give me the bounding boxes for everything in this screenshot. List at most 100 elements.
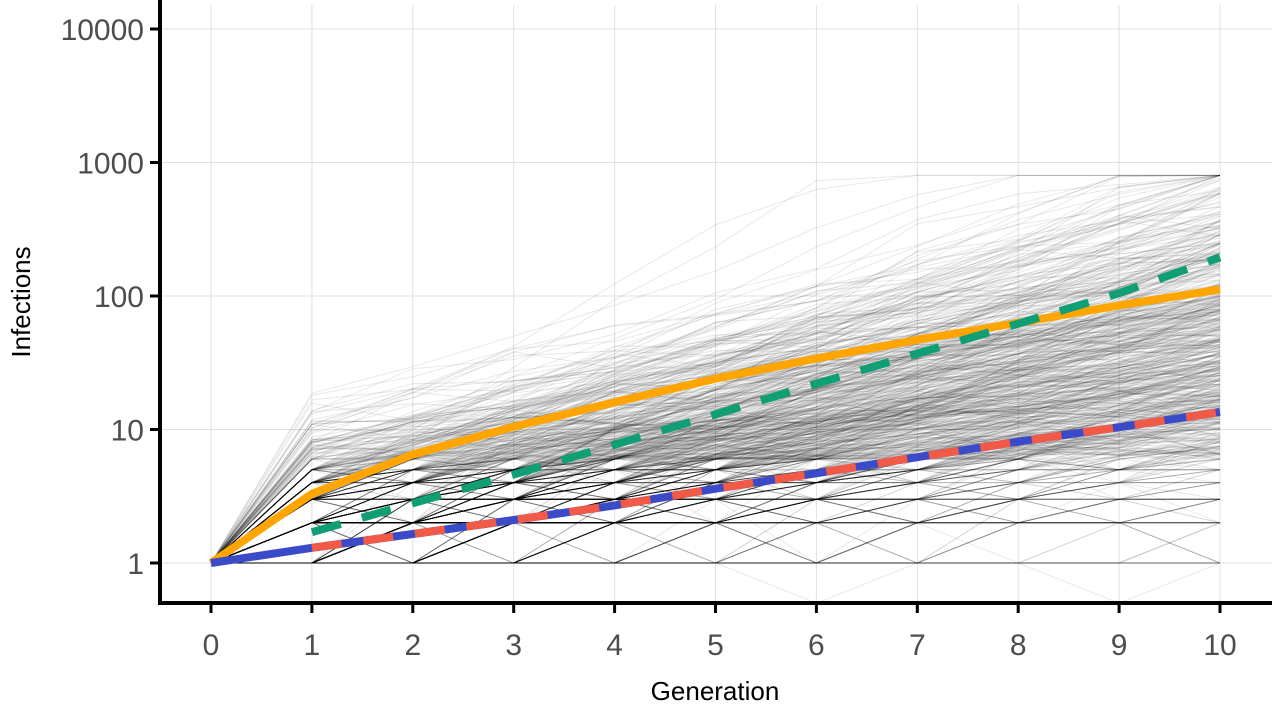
trajectory-line: [210, 193, 1221, 564]
trajectory-line: [211, 428, 1221, 564]
trajectory-line: [210, 220, 1221, 564]
trajectory-line: [210, 399, 1221, 564]
trajectory-line: [211, 416, 1221, 564]
trajectory-line: [210, 338, 1221, 564]
trajectory-line: [210, 295, 1221, 564]
trajectory-line: [210, 350, 1221, 564]
trajectory-line: [210, 436, 1221, 564]
trajectory-line: [210, 206, 1221, 564]
trajectory-line: [210, 327, 1221, 564]
trajectory-line: [210, 392, 1221, 564]
trajectory-line: [210, 319, 1221, 564]
trajectory-line: [210, 274, 1221, 564]
trajectory-line: [210, 298, 1221, 564]
trajectory-line: [211, 498, 1220, 564]
trajectory-line: [210, 432, 1221, 564]
trajectory-line: [210, 329, 1221, 564]
trajectory-line: [211, 452, 1221, 564]
trajectory-line: [210, 177, 1221, 564]
y-tick-label: 1: [127, 548, 144, 581]
trajectory-line: [210, 353, 1221, 564]
trajectory-line: [210, 211, 1221, 564]
trajectory-line: [211, 377, 1221, 564]
trajectory-line: [210, 205, 1221, 564]
trajectory-line: [210, 305, 1221, 564]
trajectory-line: [210, 224, 1221, 564]
trajectory-line: [211, 321, 1221, 564]
trajectory-line: [211, 299, 1221, 564]
trajectory-line: [210, 363, 1221, 564]
trajectory-line: [210, 216, 1221, 564]
trajectory-line: [210, 374, 1221, 564]
trajectory-line: [210, 331, 1221, 564]
trajectory-line: [210, 313, 1221, 564]
trajectory-line: [211, 359, 1221, 564]
trajectory-line: [210, 482, 1221, 564]
trajectory-line: [211, 393, 1221, 564]
trajectory-line: [210, 174, 1220, 564]
trajectory-line: [210, 365, 1221, 564]
trajectory-line: [211, 522, 1221, 564]
trajectory-line: [210, 339, 1221, 564]
trajectory-line: [211, 418, 1221, 564]
trajectory-line: [210, 237, 1221, 564]
trajectory-line: [210, 374, 1221, 564]
trajectory-line: [210, 296, 1221, 564]
trajectory-line: [210, 189, 1221, 564]
trajectory-line: [210, 339, 1221, 564]
trajectory-line: [210, 421, 1221, 564]
trajectory-line: [210, 242, 1221, 564]
trajectory-line: [211, 398, 1221, 564]
tick-labels: 1 10 100 1000 10000 0 1 2 3 4 5 6 7 8 9 10: [61, 14, 1237, 662]
trajectory-line: [210, 341, 1221, 564]
trajectory-line: [210, 469, 1220, 564]
trajectory-line: [210, 379, 1221, 564]
trajectory-line: [210, 253, 1221, 564]
trajectory-line: [211, 309, 1221, 564]
trajectory-line: [210, 371, 1221, 564]
trajectory-line: [210, 279, 1221, 564]
trajectory-line: [210, 469, 1220, 564]
trajectory-line: [210, 273, 1221, 564]
trajectory-line: [210, 174, 1221, 564]
trajectory-line: [210, 408, 1221, 564]
trajectory-line: [210, 361, 1221, 564]
x-tick-label: 5: [707, 629, 724, 662]
trajectory-line: [210, 449, 1221, 564]
trajectory-line: [211, 498, 1220, 564]
x-tick-label: 7: [909, 629, 926, 662]
trajectory-line: [210, 295, 1221, 564]
trajectory-line: [210, 469, 1220, 564]
trajectory-line: [210, 436, 1221, 564]
trajectory-line: [211, 436, 1221, 564]
trajectory-line: [210, 416, 1221, 564]
trajectory-line: [211, 445, 1221, 564]
trajectory-line: [210, 448, 1221, 564]
trajectory-line: [210, 278, 1221, 564]
trajectory-line: [210, 381, 1221, 564]
trajectory-line: [211, 434, 1221, 564]
trajectory-line: [210, 418, 1221, 564]
trajectory-line: [210, 346, 1221, 564]
trajectory-line: [210, 401, 1221, 564]
trajectory-line: [210, 367, 1221, 564]
trajectory-line: [210, 433, 1221, 564]
trajectory-line: [211, 498, 1220, 564]
trajectory-line: [211, 338, 1221, 564]
trajectory-line: [210, 439, 1221, 564]
trajectory-line: [211, 407, 1221, 564]
trajectory-line: [210, 253, 1221, 564]
trajectory-line: [210, 221, 1221, 564]
trajectory-line: [210, 446, 1221, 564]
trajectory-line: [210, 329, 1221, 564]
trajectory-line: [211, 482, 1221, 564]
trajectory-line: [210, 282, 1221, 564]
trajectory-line: [210, 303, 1221, 564]
trajectory-line: [210, 446, 1221, 564]
trajectory-line: [210, 243, 1221, 564]
trajectory-line: [210, 443, 1221, 564]
trajectory-line: [211, 469, 1220, 564]
trajectory-line: [211, 458, 1221, 564]
trajectory-line: [210, 287, 1221, 564]
